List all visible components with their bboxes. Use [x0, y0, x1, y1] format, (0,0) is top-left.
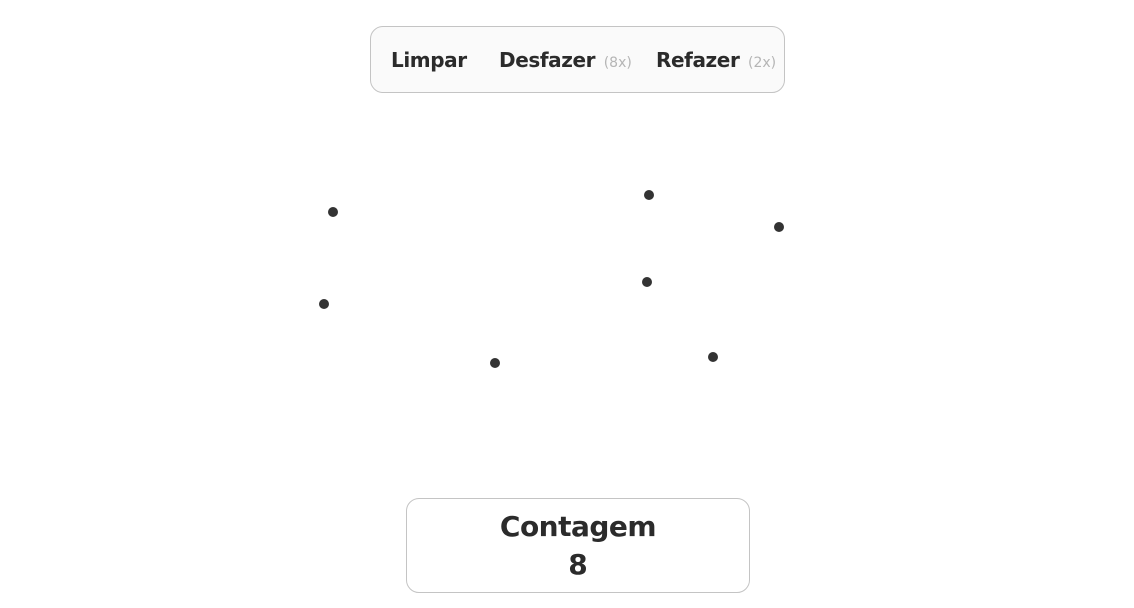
counter-value: 8: [568, 548, 588, 581]
toolbar: Limpar Desfazer (8x) Refazer (2x): [370, 26, 785, 93]
dot: [708, 352, 718, 362]
dot: [644, 190, 654, 200]
undo-button[interactable]: Desfazer (8x): [499, 27, 632, 94]
redo-button[interactable]: Refazer (2x): [656, 27, 776, 94]
counter-panel: Contagem 8: [406, 498, 750, 593]
dot: [642, 277, 652, 287]
drawing-canvas[interactable]: [0, 110, 1134, 480]
clear-button-label: Limpar: [391, 48, 467, 72]
dot: [490, 358, 500, 368]
dot: [319, 299, 329, 309]
undo-count: (8x): [603, 55, 632, 71]
counter-label: Contagem: [499, 510, 657, 543]
undo-button-label: Desfazer: [499, 48, 596, 72]
dot: [328, 207, 338, 217]
redo-button-label: Refazer: [656, 48, 740, 72]
dot: [774, 222, 784, 232]
redo-count: (2x): [748, 55, 777, 71]
clear-button[interactable]: Limpar: [391, 27, 467, 94]
